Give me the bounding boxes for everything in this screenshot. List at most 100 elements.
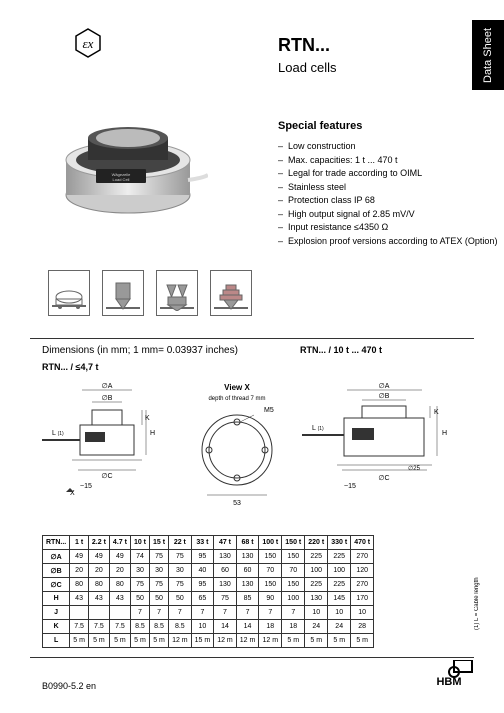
feature-item: Stainless steel [288, 181, 346, 195]
footer-divider [30, 657, 474, 658]
table-cell: 75 [214, 592, 237, 606]
dimensions-range-large: RTN... / 10 t ... 470 t [300, 345, 382, 355]
table-header: 33 t [191, 536, 214, 550]
table-header: 100 t [259, 536, 282, 550]
table-cell: 5 m [88, 634, 109, 648]
table-header: 4.7 t [109, 536, 130, 550]
table-cell: 20 [70, 564, 89, 578]
table-header: 470 t [351, 536, 374, 550]
table-cell: 5 m [282, 634, 305, 648]
features-header: Special features [278, 120, 362, 132]
table-cell: 5 m [351, 634, 374, 648]
feature-item: High output signal of 2.85 mV/V [288, 208, 415, 222]
table-cell: 225 [305, 578, 328, 592]
table-cell: 130 [214, 578, 237, 592]
table-cell: 130 [236, 550, 259, 564]
svg-text:∅C: ∅C [101, 473, 112, 480]
table-header: RTN... [43, 536, 70, 550]
svg-text:~15: ~15 [344, 483, 356, 490]
table-cell: 7 [169, 606, 192, 620]
svg-text:L (1): L (1) [312, 425, 324, 432]
table-cell: 7 [259, 606, 282, 620]
dimensions-header: Dimensions (in mm; 1 mm= 0.03937 inches) [42, 345, 238, 356]
table-cell: 28 [351, 620, 374, 634]
table-cell: 70 [282, 564, 305, 578]
side-tab: Data Sheet [472, 20, 504, 90]
table-header: 220 t [305, 536, 328, 550]
table-cell: 49 [88, 550, 109, 564]
dimension-diagrams: ∅A ∅B L (1) ∅C ~15 H X K View X depth of… [42, 375, 472, 525]
svg-text:∅C: ∅C [378, 475, 389, 482]
table-cell: 80 [88, 578, 109, 592]
svg-text:H: H [442, 430, 447, 437]
table-cell: 12 m [236, 634, 259, 648]
table-cell: 75 [130, 578, 149, 592]
table-cell: 10 [305, 606, 328, 620]
table-cell: 145 [328, 592, 351, 606]
row-header: L [43, 634, 70, 648]
table-cell: 24 [328, 620, 351, 634]
table-cell: 12 m [259, 634, 282, 648]
table-row: J77777777101010 [43, 606, 374, 620]
product-image: Wägezelle Load Cell [48, 90, 228, 240]
table-cell [70, 606, 89, 620]
app-icon-stack [210, 270, 252, 316]
svg-text:∅25: ∅25 [408, 465, 421, 472]
hbm-logo: HBM [424, 660, 474, 691]
table-cell: 7 [150, 606, 169, 620]
dimensions-range-small: RTN... / ≤4,7 t [42, 362, 98, 372]
table-cell: 12 m [169, 634, 192, 648]
svg-text:L (1): L (1) [52, 430, 64, 437]
app-icon-silo [102, 270, 144, 316]
row-header: ∅C [43, 578, 70, 592]
table-header: 2.2 t [88, 536, 109, 550]
table-cell: 7.5 [109, 620, 130, 634]
table-row: ∅C80808075757595130130150150225225270 [43, 578, 374, 592]
table-cell: 65 [191, 592, 214, 606]
svg-text:∅B: ∅B [102, 395, 113, 402]
table-header: 47 t [214, 536, 237, 550]
table-cell: 43 [88, 592, 109, 606]
table-row: ∅A49494974757595130130150150225225270 [43, 550, 374, 564]
footnote: (1) L = Cable length [474, 535, 480, 630]
table-cell: 8.5 [130, 620, 149, 634]
table-cell [109, 606, 130, 620]
feature-item: Explosion proof versions according to AT… [288, 235, 497, 249]
table-cell: 7 [236, 606, 259, 620]
table-cell: 50 [150, 592, 169, 606]
table-cell: 75 [169, 550, 192, 564]
table-cell: 74 [130, 550, 149, 564]
dimensions-table: RTN...1 t2.2 t4.7 t10 t15 t22 t33 t47 t6… [42, 535, 374, 648]
table-row: H43434350505065758590100130145170 [43, 592, 374, 606]
svg-text:K: K [145, 415, 150, 422]
table-cell: 14 [236, 620, 259, 634]
table-cell: 130 [236, 578, 259, 592]
svg-text:M5: M5 [264, 407, 274, 414]
feature-item: Max. capacities: 1 t ... 470 t [288, 154, 398, 168]
ex-logo: εx [70, 28, 106, 58]
svg-text:Load Cell: Load Cell [113, 177, 130, 182]
table-cell: 270 [351, 550, 374, 564]
table-cell: 150 [259, 550, 282, 564]
app-icon-hopper [156, 270, 198, 316]
table-cell: 225 [305, 550, 328, 564]
table-cell: 120 [351, 564, 374, 578]
table-cell: 270 [351, 578, 374, 592]
svg-text:depth of thread 7 mm: depth of thread 7 mm [208, 396, 265, 402]
svg-text:53: 53 [233, 500, 241, 507]
table-header: 10 t [130, 536, 149, 550]
table-cell: 8.5 [150, 620, 169, 634]
table-cell: 225 [328, 578, 351, 592]
table-cell: 5 m [70, 634, 89, 648]
table-cell: 12 m [214, 634, 237, 648]
table-header: 22 t [169, 536, 192, 550]
product-title: RTN... [278, 35, 330, 56]
table-header: 15 t [150, 536, 169, 550]
table-cell: 100 [282, 592, 305, 606]
table-cell: 60 [214, 564, 237, 578]
table-row: K7.57.57.58.58.58.51014141818242428 [43, 620, 374, 634]
table-cell: 150 [282, 578, 305, 592]
table-cell: 100 [305, 564, 328, 578]
features-list: –Low construction –Max. capacities: 1 t … [278, 140, 497, 248]
svg-text:εx: εx [83, 36, 94, 51]
